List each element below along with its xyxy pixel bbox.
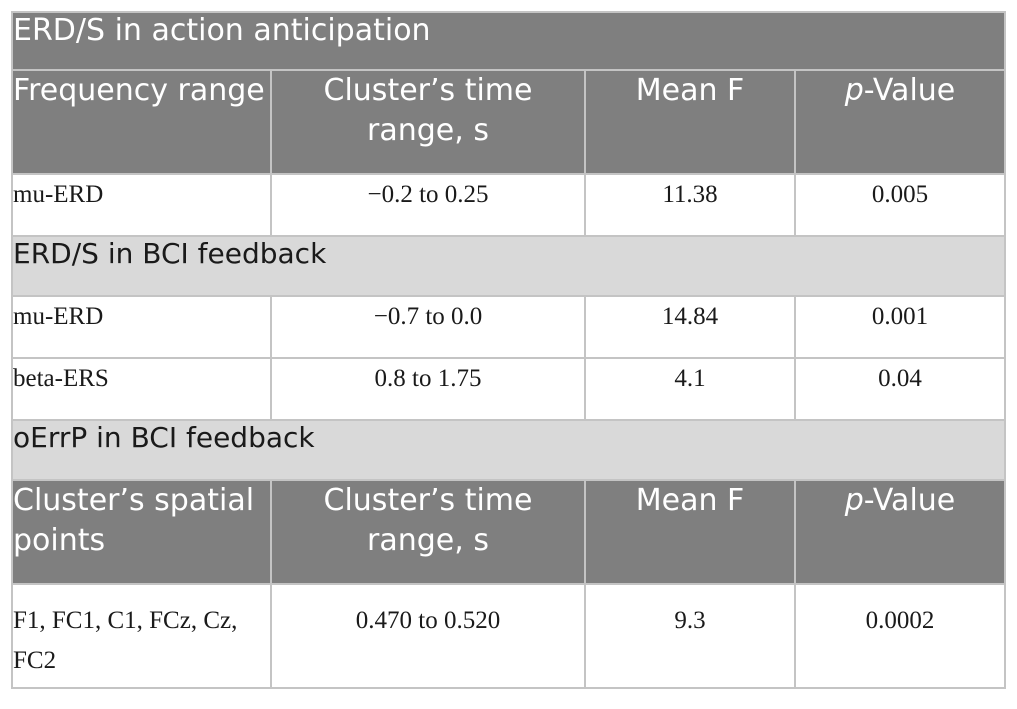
header-time-range: Cluster’s time range, s: [270, 479, 586, 585]
table-row: beta-ERS 0.8 to 1.75 4.1 0.04: [11, 357, 1007, 421]
section-header-action-anticipation: ERD/S in action anticipation: [10, 11, 1007, 71]
cell-mean-f: 11.38: [584, 173, 796, 237]
table-row: F1, FC1, C1, FCz, Cz, FC2 0.470 to 0.520…: [11, 583, 1007, 689]
header-p-value: p-Value: [793, 479, 1007, 585]
row-label: F1, FC1, C1, FCz, Cz, FC2: [11, 583, 272, 689]
row-label: mu-ERD: [11, 295, 272, 359]
section-title-bci-feedback: ERD/S in BCI feedback: [10, 235, 1007, 297]
cell-time-range: 0.8 to 1.75: [270, 357, 586, 421]
header-mean-f: Mean F: [584, 69, 796, 175]
p-italic: p: [844, 73, 864, 108]
value-suffix: -Value: [863, 483, 956, 518]
section-title-action-anticipation: ERD/S in action anticipation: [10, 11, 1007, 71]
cell-mean-f: 9.3: [584, 583, 796, 689]
p-italic: p: [844, 483, 864, 518]
section-header-oerrp: oErrP in BCI feedback: [10, 419, 1007, 481]
cell-mean-f: 14.84: [584, 295, 796, 359]
cell-time-range: 0.470 to 0.520: [270, 583, 586, 689]
cell-mean-f: 4.1: [584, 357, 796, 421]
section-header-bci-feedback: ERD/S in BCI feedback: [10, 235, 1007, 297]
statistics-table: ERD/S in action anticipation Frequency r…: [10, 11, 1007, 689]
row-label: mu-ERD: [11, 173, 272, 237]
header-time-range: Cluster’s time range, s: [270, 69, 586, 175]
cell-p-value: 0.04: [793, 357, 1007, 421]
cell-p-value: 0.0002: [793, 583, 1007, 689]
column-header-row: Frequency range Cluster’s time range, s …: [11, 69, 1007, 175]
header-frequency-range: Frequency range: [11, 69, 272, 175]
header-mean-f: Mean F: [584, 479, 796, 585]
table-row: mu-ERD −0.2 to 0.25 11.38 0.005: [11, 173, 1007, 237]
cell-time-range: −0.2 to 0.25: [270, 173, 586, 237]
value-suffix: -Value: [863, 73, 956, 108]
cell-p-value: 0.001: [793, 295, 1007, 359]
cell-time-range: −0.7 to 0.0: [270, 295, 586, 359]
table-row: mu-ERD −0.7 to 0.0 14.84 0.001: [11, 295, 1007, 359]
cell-p-value: 0.005: [793, 173, 1007, 237]
column-header-row: Cluster’s spatial points Cluster’s time …: [11, 479, 1007, 585]
header-spatial-points: Cluster’s spatial points: [11, 479, 272, 585]
section-title-oerrp: oErrP in BCI feedback: [10, 419, 1007, 481]
header-p-value: p-Value: [793, 69, 1007, 175]
row-label: beta-ERS: [11, 357, 272, 421]
